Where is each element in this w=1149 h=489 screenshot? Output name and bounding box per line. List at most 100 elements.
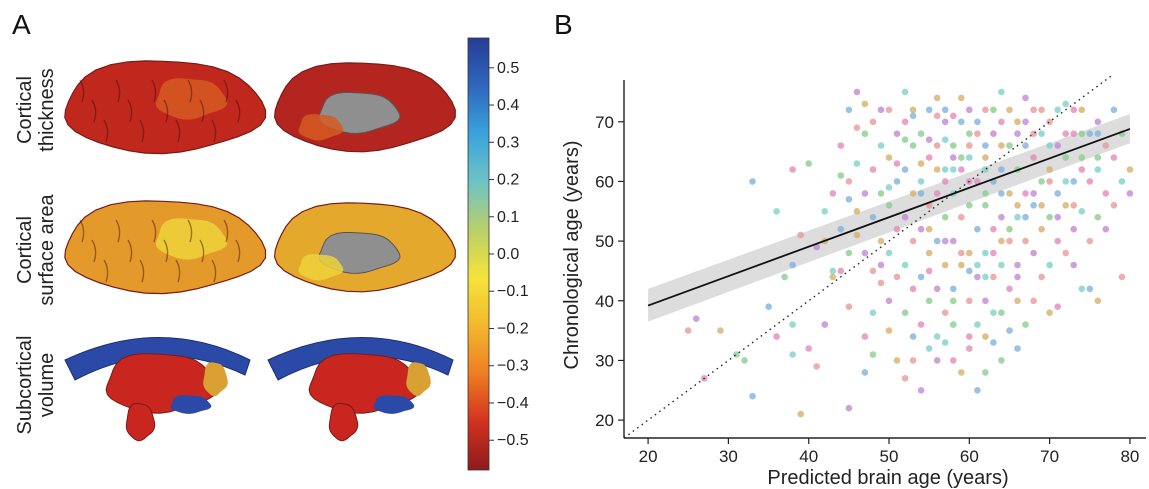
data-point [950,237,957,245]
gyrus-line [103,119,109,143]
data-point [877,142,885,149]
data-point [1038,225,1045,233]
data-point [1006,237,1013,245]
data-point [982,369,989,376]
gyrus-line [139,119,145,143]
row-label: Corticalsurface area [14,194,58,306]
data-point [958,249,965,257]
data-point [982,273,989,281]
data-point [1086,285,1094,293]
data-point [933,237,941,245]
data-point [1086,178,1094,185]
data-point [1006,142,1013,149]
data-point [869,213,877,221]
colorbar-tick-label: −0.3 [497,358,529,375]
data-point [982,249,989,257]
data-point [877,261,885,269]
data-point [893,178,901,185]
data-point [982,154,989,161]
data-point [1102,190,1110,197]
data-point [933,357,941,364]
gyrus-line [163,239,169,263]
data-point [982,190,989,197]
data-point [909,357,917,364]
gyrus-line [175,259,181,283]
x-axis-label: Predicted brain age (years) [767,467,1008,489]
data-point [933,112,941,120]
data-point [950,321,957,328]
data-point [982,297,989,305]
data-point [1078,166,1086,173]
data-point [877,279,885,287]
data-point [845,404,853,412]
gyrus-line [91,239,97,263]
data-point [990,309,997,317]
data-point [797,410,804,418]
data-point [805,345,812,352]
y-tick-label: 60 [595,172,614,191]
data-point [885,202,893,209]
x-tick-label: 60 [960,447,979,466]
colorbar-tick-label: 0.2 [497,172,519,189]
brain-row: Subcorticalvolume [14,336,454,442]
data-point [1030,190,1037,197]
data-point [1030,297,1037,305]
gyrus-line [151,79,157,103]
data-point [853,160,861,167]
data-point [861,333,869,340]
data-point [998,166,1005,173]
data-point [1046,166,1053,173]
data-point [950,154,957,161]
data-point [805,160,812,167]
x-tick-label: 80 [1120,447,1139,466]
x-tick-label: 20 [639,447,658,466]
data-point [966,130,973,137]
caudate-tail [406,362,431,397]
data-point [933,333,941,340]
data-point [1094,154,1102,161]
data-point [837,142,845,149]
panel-a-letter: A [12,9,31,40]
data-point [1014,130,1021,137]
data-point [958,213,965,221]
data-point [773,333,780,340]
data-point [950,112,957,120]
data-points [684,88,1134,418]
data-point [925,106,933,114]
data-point [1022,321,1029,328]
data-point [990,273,997,281]
data-point [1118,178,1126,185]
data-point [917,160,925,167]
data-point [837,172,845,179]
data-point [749,178,756,185]
data-point [1038,106,1045,114]
data-point [966,106,973,114]
row-label-line: Cortical [14,216,36,284]
data-point [966,202,973,209]
colorbar-tick-label: 0.4 [497,97,519,114]
data-point [749,392,756,400]
data-point [1062,100,1069,108]
data-point [1022,94,1029,102]
data-point [869,309,877,317]
data-point [917,387,925,394]
gyrus-line [211,119,217,143]
data-point [941,136,949,143]
colorbar-tick-label: 0.0 [497,246,519,263]
subcortical-highlight [170,395,212,414]
regression-line [647,128,1131,307]
data-point [925,154,933,161]
data-point [1094,130,1102,137]
data-point [1102,225,1110,233]
data-point [950,297,957,305]
data-point [797,231,804,239]
data-point [909,285,917,293]
data-point [990,339,997,346]
panel-b-letter: B [554,9,573,40]
data-point [1086,237,1094,245]
data-point [974,225,981,233]
gyrus-line [223,79,229,103]
data-point [966,345,973,352]
data-point [966,154,973,161]
data-point [941,309,949,317]
